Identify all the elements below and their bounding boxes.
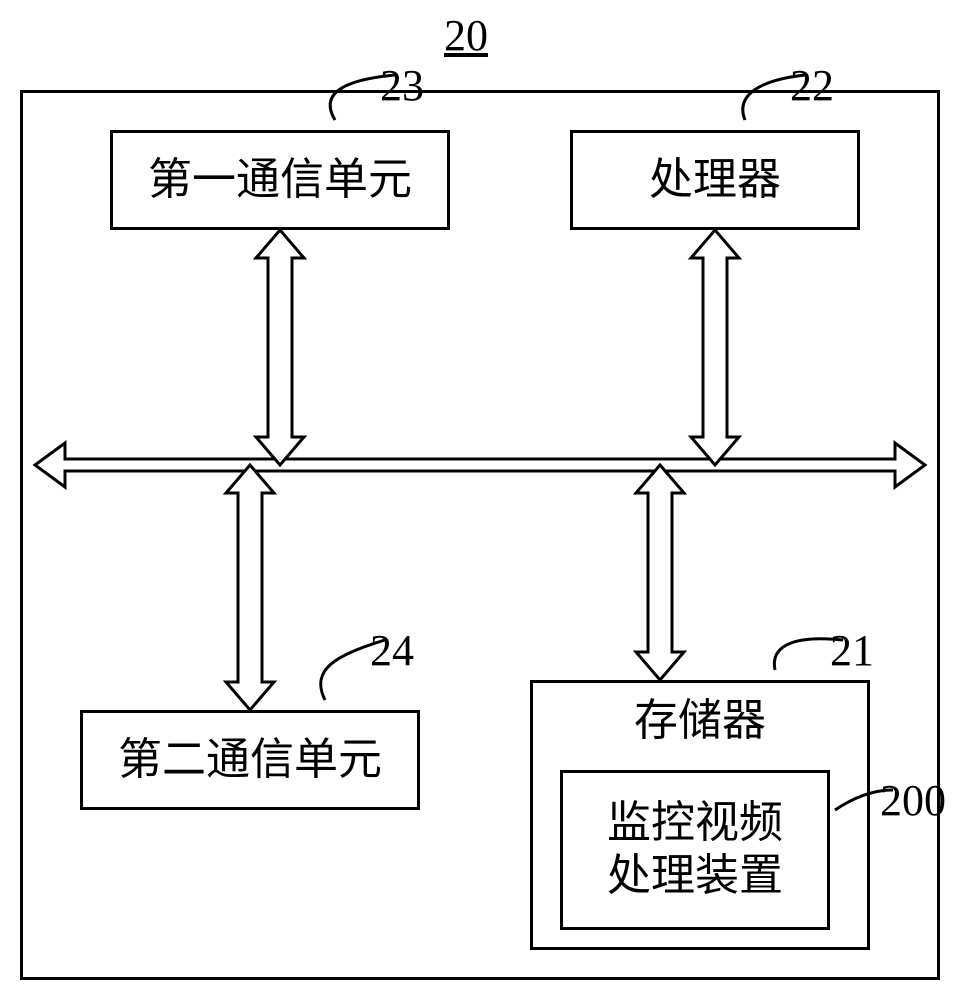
block-second-comm-unit: 第二通信单元 [80,710,420,810]
block-label-22: 处理器 [649,154,781,207]
block-label-200: 监控视频 处理装置 [607,797,783,903]
block-processor: 处理器 [570,130,860,230]
block-video-device: 监控视频 处理装置 [560,770,830,930]
ref-24: 24 [370,625,414,676]
ref-21: 21 [830,625,874,676]
system-label: 20 [444,10,488,61]
block-label-23: 第一通信单元 [148,154,412,207]
diagram-canvas: 20 第一通信单元 处理器 第二通信单元 存储器 监控视频 处理装置 23 22… [0,0,955,1000]
block-label-21: 存储器 [533,695,867,748]
ref-23: 23 [380,60,424,111]
ref-22: 22 [790,60,834,111]
ref-200: 200 [880,775,946,826]
block-label-24: 第二通信单元 [118,734,382,787]
block-first-comm-unit: 第一通信单元 [110,130,450,230]
